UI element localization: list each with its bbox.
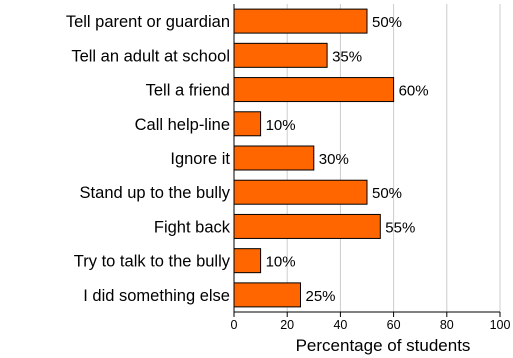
category-label: Ignore it	[170, 150, 230, 168]
category-label: Tell an adult at school	[71, 47, 230, 65]
category-label: Call help-line	[135, 116, 230, 134]
tick-labels: 0 20 40 60 80 100	[231, 318, 511, 332]
value-label: 35%	[332, 48, 362, 65]
bar	[233, 179, 368, 205]
x-tick-label: 80	[440, 318, 454, 332]
value-label: 30%	[319, 151, 349, 168]
value-label: 50%	[372, 185, 402, 202]
category-label: Try to talk to the bully	[74, 253, 231, 271]
category-label: Tell parent or guardian	[66, 13, 230, 31]
bars	[233, 8, 395, 308]
category-labels: Tell parent or guardian Tell an adult at …	[66, 13, 231, 305]
category-label: I did something else	[83, 287, 230, 305]
value-labels: 50% 35% 60% 10% 30% 50% 55% 10% 25%	[266, 14, 429, 305]
category-label: Stand up to the bully	[80, 184, 231, 202]
bar	[233, 77, 395, 103]
bar	[233, 42, 328, 68]
value-label: 25%	[306, 288, 336, 305]
value-label: 50%	[372, 14, 402, 31]
axes	[233, 4, 501, 317]
bar	[233, 282, 301, 308]
bar	[233, 111, 262, 137]
value-label: 55%	[385, 219, 415, 236]
x-axis-label: Percentage of students	[296, 336, 471, 355]
category-label: Tell a friend	[146, 82, 230, 100]
x-tick-label: 40	[333, 318, 347, 332]
bar	[233, 145, 315, 171]
x-tick-label: 0	[231, 318, 238, 332]
value-label: 10%	[266, 117, 296, 134]
value-label: 60%	[399, 83, 429, 100]
x-tick-label: 20	[280, 318, 294, 332]
grid-lines	[286, 4, 501, 312]
bar	[233, 213, 381, 239]
value-label: 10%	[266, 254, 296, 271]
bar	[233, 8, 368, 34]
x-tick-label: 60	[387, 318, 401, 332]
x-tick-label: 100	[490, 318, 511, 332]
bar	[233, 248, 262, 274]
category-label: Fight back	[154, 218, 231, 236]
